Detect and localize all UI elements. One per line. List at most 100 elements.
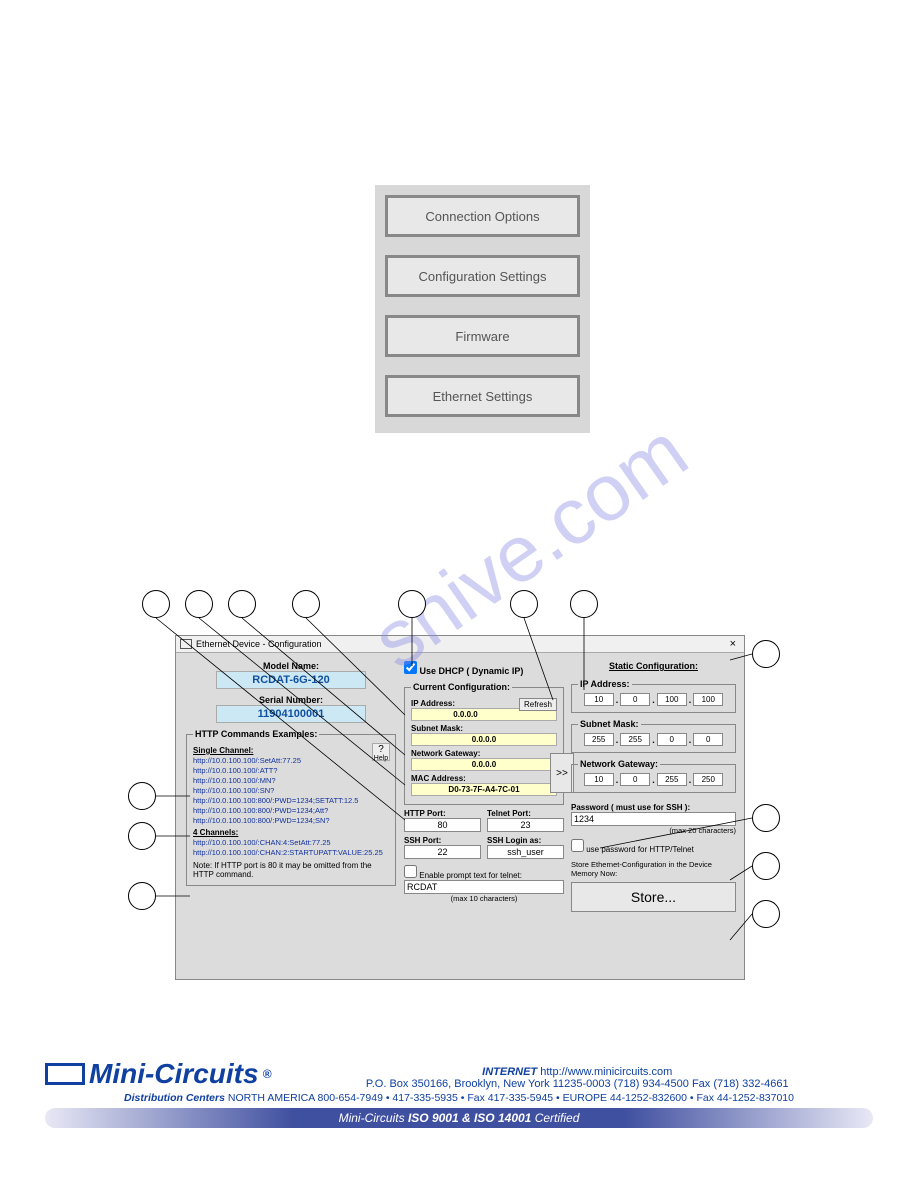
distribution-text: NORTH AMERICA 800-654-7949 • 417-335-593… [228, 1092, 794, 1104]
example-line: http://10.0.100.100:800/:PWD=1234;Att? [193, 806, 389, 815]
annotation-circle [142, 590, 170, 618]
firmware-button[interactable]: Firmware [385, 315, 580, 357]
gateway-octet-input[interactable]: 255 [657, 773, 687, 786]
ssh-port-input[interactable]: 22 [404, 845, 481, 859]
configuration-settings-button[interactable]: Configuration Settings [385, 255, 580, 297]
static-mask-group: Subnet Mask: 255. 255. 0. 0 [571, 719, 736, 753]
network-gateway-label: Network Gateway: [411, 749, 480, 758]
annotation-circle [752, 640, 780, 668]
mac-address-value: D0-73-7F-A4-7C-01 [411, 783, 557, 796]
ip-address-label: IP Address: [411, 699, 455, 708]
store-note: Store Ethernet-Configuration in the Devi… [571, 860, 736, 878]
telnet-port-input[interactable]: 23 [487, 818, 564, 832]
connection-options-button[interactable]: Connection Options [385, 195, 580, 237]
annotation-circle [128, 822, 156, 850]
annotation-circle [185, 590, 213, 618]
menu-panel: Connection Options Configuration Setting… [375, 185, 590, 433]
example-line: http://10.0.100.100/:CHAN:4:SetAtt:77.25 [193, 838, 389, 847]
example-line: http://10.0.100.100/:SN? [193, 786, 389, 795]
gateway-octet-input[interactable]: 250 [693, 773, 723, 786]
example-line: http://10.0.100.100:800/:PWD=1234;SETATT… [193, 796, 389, 805]
store-button[interactable]: Store... [571, 882, 736, 912]
single-channel-header: Single Channel: [193, 746, 389, 755]
ip-octet-input[interactable]: 0 [620, 693, 650, 706]
mask-octet-input[interactable]: 0 [693, 733, 723, 746]
company-url: http://www.minicircuits.com [540, 1066, 672, 1078]
ssh-login-input[interactable]: ssh_user [487, 845, 564, 859]
model-name-value: RCDAT-6G-120 [216, 671, 366, 689]
ssh-port-label: SSH Port: [404, 836, 481, 845]
annotation-circle [752, 900, 780, 928]
password-input[interactable]: 1234 [571, 812, 736, 826]
dialog-titlebar: Ethernet Device - Configuration × [176, 636, 744, 653]
mask-octet-input[interactable]: 255 [620, 733, 650, 746]
current-config-group: Current Configuration: IP Address: Refre… [404, 682, 564, 805]
current-gateway-value: 0.0.0.0 [411, 758, 557, 771]
current-config-legend: Current Configuration: [411, 682, 512, 692]
company-address: P.O. Box 350166, Brooklyn, New York 1123… [366, 1078, 789, 1090]
internet-label: INTERNET [482, 1066, 537, 1078]
help-button[interactable]: ? Help [372, 743, 390, 761]
mask-octet-input[interactable]: 0 [657, 733, 687, 746]
static-gateway-group: Network Gateway: 10. 0. 255. 250 [571, 759, 736, 793]
serial-number-value: 11904100001 [216, 705, 366, 723]
annotation-lines [0, 0, 918, 1188]
http-port-input[interactable]: 80 [404, 818, 481, 832]
annotation-circle [510, 590, 538, 618]
ethernet-settings-button[interactable]: Ethernet Settings [385, 375, 580, 417]
use-dhcp-checkbox[interactable] [404, 661, 417, 674]
example-line: http://10.0.100.100/:ATT? [193, 766, 389, 775]
prompt-note: (max 10 characters) [404, 894, 564, 903]
ip-octet-input[interactable]: 100 [693, 693, 723, 706]
static-ip-legend: IP Address: [578, 679, 632, 689]
static-mask-legend: Subnet Mask: [578, 719, 641, 729]
mask-octet-input[interactable]: 255 [584, 733, 614, 746]
ip-octet-input[interactable]: 10 [584, 693, 614, 706]
annotation-circle [292, 590, 320, 618]
http-examples-legend: HTTP Commands Examples: [193, 729, 319, 739]
annotation-circle [128, 882, 156, 910]
password-note: (max 20 characters) [571, 826, 736, 835]
use-password-checkbox[interactable] [571, 839, 584, 852]
mac-address-label: MAC Address: [411, 774, 466, 783]
prompt-text-input[interactable]: RCDAT [404, 880, 564, 894]
ip-octet-input[interactable]: 100 [657, 693, 687, 706]
static-ip-group: IP Address: 10. 0. 100. 100 [571, 679, 736, 713]
current-mask-value: 0.0.0.0 [411, 733, 557, 746]
enable-prompt-checkbox[interactable] [404, 865, 417, 878]
logo-icon [45, 1063, 85, 1085]
http-note: Note: If HTTP port is 80 it may be omitt… [193, 861, 389, 879]
annotation-circle [128, 782, 156, 810]
mini-circuits-logo: Mini-Circuits® [45, 1058, 271, 1090]
annotation-circle [570, 590, 598, 618]
use-dhcp-label: Use DHCP ( Dynamic IP) [420, 666, 524, 676]
password-label: Password ( must use for SSH ): [571, 803, 736, 812]
app-icon [180, 639, 192, 649]
refresh-button[interactable]: Refresh [519, 698, 557, 711]
telnet-port-label: Telnet Port: [487, 809, 564, 818]
dialog-title-text: Ethernet Device - Configuration [196, 639, 322, 649]
gateway-octet-input[interactable]: 10 [584, 773, 614, 786]
four-channels-header: 4 Channels: [193, 828, 389, 837]
annotation-circle [752, 804, 780, 832]
example-line: http://10.0.100.100/:SetAtt:77.25 [193, 756, 389, 765]
example-line: http://10.0.100.100/:CHAN:2:STARTUPATT:V… [193, 848, 389, 857]
static-config-title: Static Configuration: [571, 661, 736, 671]
example-line: http://10.0.100.100/:MN? [193, 776, 389, 785]
ssh-login-label: SSH Login as: [487, 836, 564, 845]
annotation-circle [398, 590, 426, 618]
annotation-circle [228, 590, 256, 618]
page-footer: Mini-Circuits® INTERNET http://www.minic… [45, 1058, 873, 1128]
close-button[interactable]: × [726, 638, 740, 650]
http-port-label: HTTP Port: [404, 809, 481, 818]
http-examples-group: HTTP Commands Examples: Single Channel: … [186, 729, 396, 886]
enable-prompt-label: Enable prompt text for telnet: [419, 871, 522, 880]
use-password-label: use password for HTTP/Telnet [586, 845, 694, 854]
annotation-circle [752, 852, 780, 880]
ethernet-config-dialog: Ethernet Device - Configuration × Model … [175, 635, 745, 980]
example-line: http://10.0.100.100:800/:PWD=1234;SN? [193, 816, 389, 825]
subnet-mask-label: Subnet Mask: [411, 724, 463, 733]
static-gateway-legend: Network Gateway: [578, 759, 660, 769]
model-name-label: Model Name: [263, 661, 319, 671]
gateway-octet-input[interactable]: 0 [620, 773, 650, 786]
